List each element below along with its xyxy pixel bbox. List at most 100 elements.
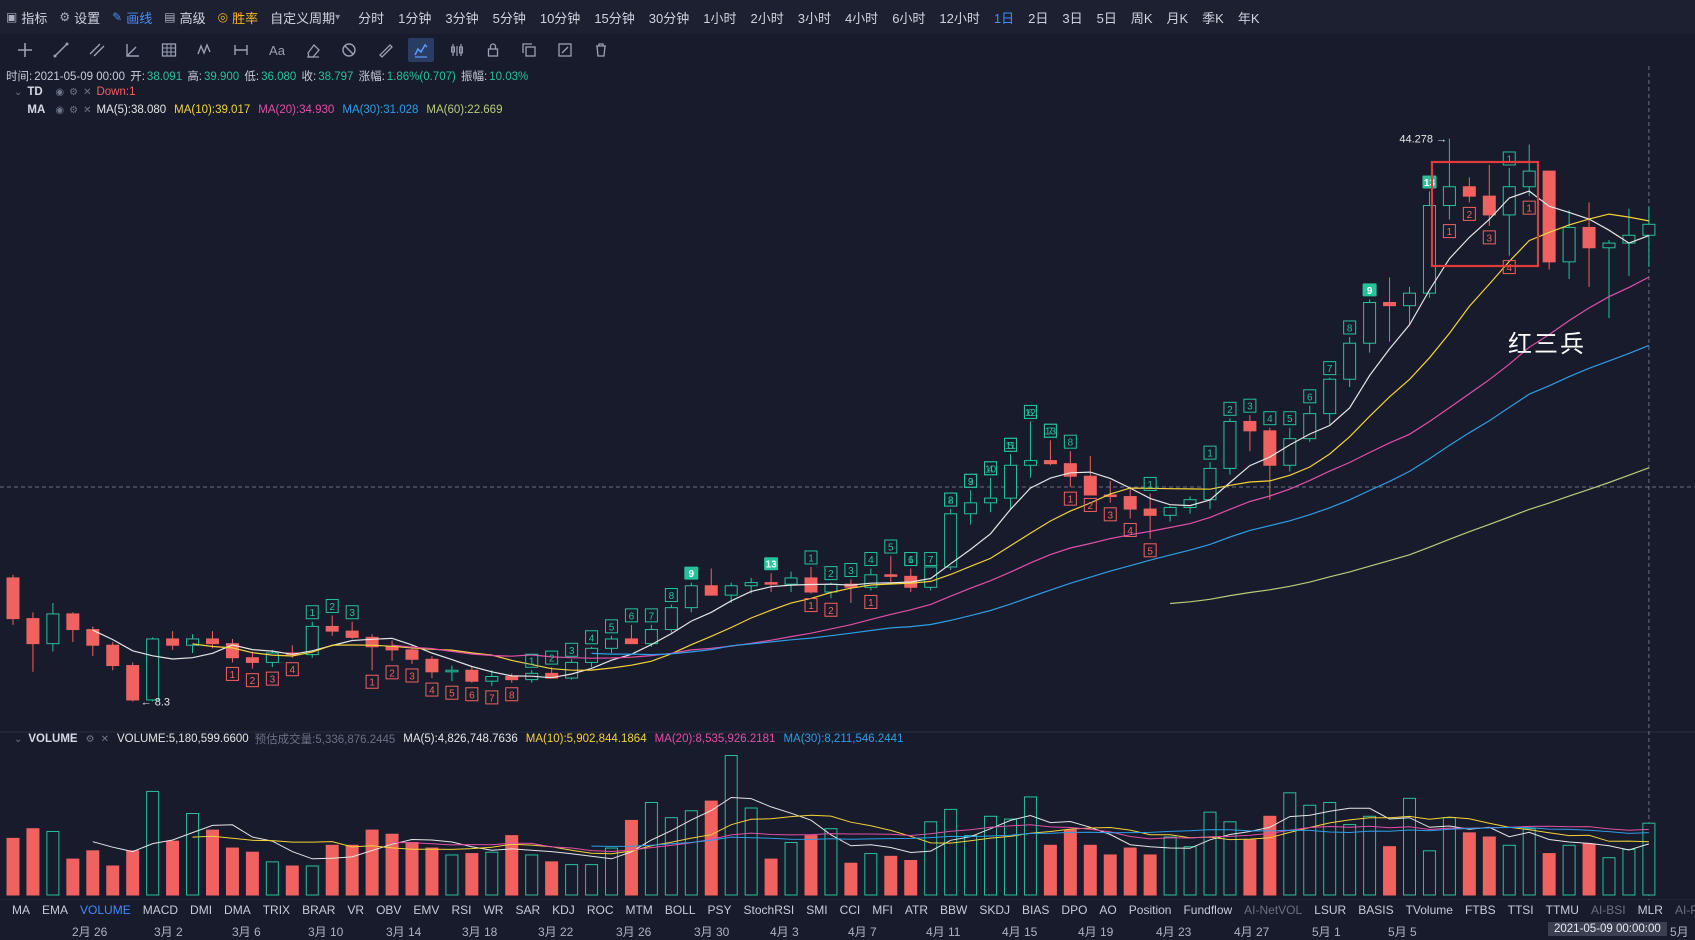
line-icon[interactable] bbox=[48, 38, 74, 62]
indicator-tab-macd[interactable]: MACD bbox=[142, 903, 179, 917]
indicator-tab-sar[interactable]: SAR bbox=[515, 903, 541, 917]
indicator-tab-position[interactable]: Position bbox=[1128, 903, 1172, 917]
gear-icon[interactable]: ⚙ bbox=[69, 86, 79, 98]
period-20[interactable]: 年K bbox=[1237, 10, 1260, 26]
indicator-tab-lsur[interactable]: LSUR bbox=[1314, 903, 1347, 917]
indicator-tab-ftbs[interactable]: FTBS bbox=[1464, 903, 1496, 917]
indicator-tab-skdj[interactable]: SKDJ bbox=[979, 903, 1011, 917]
indicator-tab-mtm[interactable]: MTM bbox=[625, 903, 653, 917]
custom-period-dropdown[interactable]: 自定义周期 ▾ bbox=[270, 8, 340, 27]
close-icon[interactable]: ✕ bbox=[83, 86, 92, 98]
draw-lock-icon[interactable] bbox=[408, 38, 434, 62]
td-count-box bbox=[1502, 151, 1516, 166]
indicator-tab-emv[interactable]: EMV bbox=[413, 903, 440, 917]
grid-icon[interactable] bbox=[156, 38, 182, 62]
menu-item-gear[interactable]: ⚙ 设置 bbox=[59, 8, 100, 27]
indicator-tab-mfi[interactable]: MFI bbox=[872, 903, 893, 917]
period-18[interactable]: 月K bbox=[1166, 10, 1189, 26]
period-0[interactable]: 分时 bbox=[358, 10, 385, 26]
indicator-tab-psy[interactable]: PSY bbox=[707, 903, 732, 917]
indicator-tab-brar[interactable]: BRAR bbox=[302, 903, 336, 917]
wave-icon[interactable] bbox=[192, 38, 218, 62]
period-4[interactable]: 10分钟 bbox=[539, 10, 581, 26]
indicator-tab-ai-bsi[interactable]: AI-BSI bbox=[1590, 903, 1626, 917]
period-5[interactable]: 15分钟 bbox=[594, 10, 635, 26]
close-icon[interactable]: ✕ bbox=[83, 104, 92, 116]
period-2[interactable]: 3分钟 bbox=[445, 10, 479, 26]
candle-body bbox=[764, 582, 778, 585]
collapse-icon[interactable]: ⌄ bbox=[14, 86, 23, 98]
close-icon[interactable]: ✕ bbox=[100, 733, 109, 745]
indicator-tab-atr[interactable]: ATR bbox=[904, 903, 929, 917]
indicator-tab-trix[interactable]: TRIX bbox=[262, 903, 291, 917]
period-9[interactable]: 3小时 bbox=[797, 10, 831, 26]
period-19[interactable]: 季K bbox=[1202, 10, 1224, 26]
period-11[interactable]: 6小时 bbox=[892, 10, 926, 26]
indicator-tab-stochrsi[interactable]: StochRSI bbox=[743, 903, 795, 917]
trash-icon[interactable] bbox=[588, 38, 614, 62]
indicator-tab-ai-pd[interactable]: AI-PD bbox=[1674, 903, 1695, 917]
indicator-tab-vr[interactable]: VR bbox=[347, 903, 365, 917]
indicator-tab-tvolume[interactable]: TVolume bbox=[1405, 903, 1453, 917]
td-count-number: 11 bbox=[1005, 441, 1016, 452]
menu-item-indicator[interactable]: ▣ 指标 bbox=[6, 8, 47, 27]
lock-icon[interactable] bbox=[480, 38, 506, 62]
indicator-tab-ma[interactable]: MA bbox=[12, 903, 30, 917]
menu-item-winrate[interactable]: ◎ 胜率 bbox=[218, 8, 259, 27]
indicator-tab-bbw[interactable]: BBW bbox=[940, 903, 968, 917]
indicator-tab-roc[interactable]: ROC bbox=[586, 903, 614, 917]
ruler-icon[interactable] bbox=[372, 38, 398, 62]
period-13[interactable]: 1日 bbox=[993, 10, 1015, 26]
indicator-tab-ai-netvol[interactable]: AI-NetVOL bbox=[1244, 903, 1303, 917]
parallel-icon[interactable] bbox=[84, 38, 110, 62]
period-6[interactable]: 30分钟 bbox=[648, 10, 690, 26]
td-count-number: 5 bbox=[1147, 546, 1153, 557]
period-15[interactable]: 3日 bbox=[1062, 10, 1083, 26]
indicator-tab-ttmu[interactable]: TTMU bbox=[1545, 903, 1579, 917]
collapse-icon[interactable]: ⌄ bbox=[14, 733, 23, 745]
gear-icon[interactable]: ⚙ bbox=[85, 733, 95, 745]
edit-icon[interactable] bbox=[552, 38, 578, 62]
indicator-tab-cci[interactable]: CCI bbox=[839, 903, 861, 917]
indicator-tab-volume[interactable]: VOLUME bbox=[80, 903, 131, 917]
period-8[interactable]: 2小时 bbox=[750, 10, 784, 26]
indicator-tab-boll[interactable]: BOLL bbox=[664, 903, 696, 917]
indicator-tab-dmi[interactable]: DMI bbox=[190, 903, 213, 917]
indicator-tab-ao[interactable]: AO bbox=[1099, 903, 1117, 917]
indicator-tab-kdj[interactable]: KDJ bbox=[552, 903, 575, 917]
period-1[interactable]: 1分钟 bbox=[398, 10, 432, 26]
period-7[interactable]: 1小时 bbox=[703, 10, 737, 26]
indicator-tab-dma[interactable]: DMA bbox=[224, 903, 251, 917]
magnet-icon[interactable] bbox=[336, 38, 362, 62]
indicator-tab-wr[interactable]: WR bbox=[483, 903, 504, 917]
period-14[interactable]: 2日 bbox=[1028, 10, 1049, 26]
measure-icon[interactable] bbox=[228, 38, 254, 62]
eraser-icon[interactable] bbox=[300, 38, 326, 62]
gear-icon[interactable]: ⚙ bbox=[69, 104, 79, 116]
period-17[interactable]: 周K bbox=[1130, 10, 1153, 26]
eye-icon[interactable]: ◉ bbox=[55, 104, 65, 116]
period-12[interactable]: 12小时 bbox=[939, 10, 980, 26]
period-10[interactable]: 4小时 bbox=[844, 10, 879, 26]
candle-type-icon[interactable] bbox=[444, 38, 470, 62]
angle-icon[interactable] bbox=[120, 38, 146, 62]
indicator-tab-fundflow[interactable]: Fundflow bbox=[1183, 903, 1233, 917]
menu-item-advanced[interactable]: ▤ 高级 bbox=[164, 8, 205, 27]
indicator-tab-basis[interactable]: BASIS bbox=[1358, 903, 1394, 917]
menu-item-pen[interactable]: ✎ 画线 bbox=[112, 8, 152, 27]
period-3[interactable]: 5分钟 bbox=[492, 10, 526, 26]
indicator-tab-ttsi[interactable]: TTSI bbox=[1507, 903, 1534, 917]
crosshair-icon[interactable] bbox=[12, 38, 38, 62]
indicator-tab-rsi[interactable]: RSI bbox=[451, 903, 472, 917]
eye-icon[interactable]: ◉ bbox=[55, 86, 65, 98]
indicator-tab-smi[interactable]: SMI bbox=[806, 903, 828, 917]
indicator-tab-obv[interactable]: OBV bbox=[376, 903, 402, 917]
period-16[interactable]: 5日 bbox=[1096, 10, 1117, 26]
indicator-tab-bias[interactable]: BIAS bbox=[1022, 903, 1050, 917]
indicator-tab-ema[interactable]: EMA bbox=[42, 903, 69, 917]
indicator-tab-mlr[interactable]: MLR bbox=[1637, 903, 1663, 917]
indicator-tab-dpo[interactable]: DPO bbox=[1061, 903, 1088, 917]
text-icon[interactable]: Aa bbox=[264, 38, 290, 62]
copy-icon[interactable] bbox=[516, 38, 542, 62]
